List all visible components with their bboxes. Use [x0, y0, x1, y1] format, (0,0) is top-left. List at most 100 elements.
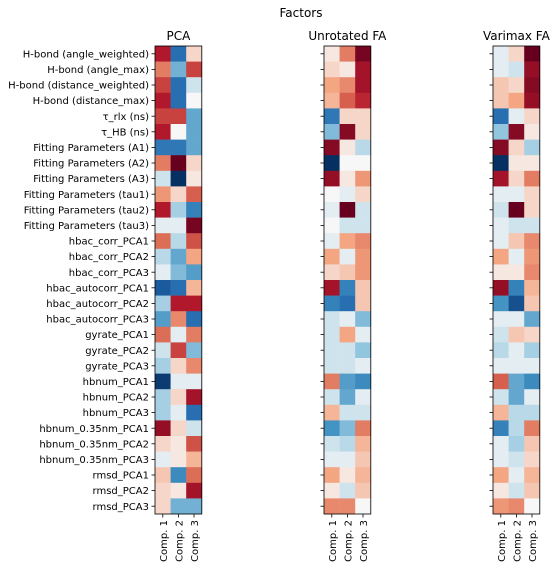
- heatmap-cell: [170, 326, 187, 343]
- heatmap-cell: [508, 124, 525, 140]
- heatmap-cell: [155, 342, 171, 359]
- heatmap-cell: [508, 248, 525, 265]
- heatmap-cell: [493, 326, 509, 343]
- y-tick-label: hbac_autocorr_PCA3: [46, 315, 149, 326]
- heatmap-cell: [324, 233, 340, 250]
- heatmap-cell: [170, 61, 187, 78]
- heatmap-cell: [493, 124, 509, 140]
- heatmap-cell: [493, 170, 509, 187]
- heatmap-cell: [508, 389, 525, 406]
- heatmap-cell: [508, 358, 525, 374]
- heatmap-cell: [508, 46, 525, 62]
- heatmap-cell: [324, 326, 340, 343]
- heatmap-cell: [493, 155, 509, 172]
- heatmap-cell: [355, 264, 372, 281]
- y-tick-label: Fitting Parameters (tau3): [24, 221, 149, 232]
- heatmap-cell: [524, 389, 541, 406]
- heatmap-cell: [493, 217, 509, 234]
- heatmap-cell: [493, 358, 509, 374]
- heatmap-cell: [155, 108, 171, 125]
- heatmap-cell: [339, 358, 356, 374]
- heatmap-cell: [324, 498, 340, 515]
- heatmap-cell: [508, 451, 525, 468]
- heatmap-cell: [524, 61, 541, 78]
- heatmap-cell: [524, 108, 541, 125]
- heatmap-cell: [339, 155, 356, 172]
- heatmap-cell: [524, 373, 541, 390]
- heatmap-cell: [186, 155, 203, 172]
- heatmap-panel-2: Unrotated FA Comp. 1 Comp. 2 Comp. 3: [308, 29, 387, 562]
- panels-layer: PCA Comp. 1 Comp. 2 Comp. 3 Unrotated FA Comp…: [151, 29, 551, 562]
- heatmap-panel-1: PCA Comp. 1 Comp. 2 Comp. 3: [151, 29, 203, 562]
- heatmap-cell: [355, 77, 372, 94]
- heatmap-cell: [155, 436, 171, 452]
- heatmap-cell: [339, 108, 356, 125]
- heatmap-cell: [339, 280, 356, 296]
- heatmap-cell: [355, 170, 372, 187]
- heatmap-cell: [324, 217, 340, 234]
- y-tick-label: hbnum_0.35nm_PCA1: [39, 424, 149, 435]
- heatmap-cell: [170, 280, 187, 296]
- heatmap-cell: [170, 248, 187, 265]
- heatmap-cell: [339, 420, 356, 437]
- heatmap-cell: [186, 280, 203, 296]
- heatmap-cell: [508, 170, 525, 187]
- heatmap-cell: [355, 155, 372, 172]
- heatmap-cell: [155, 124, 171, 140]
- heatmap-cell: [493, 233, 509, 250]
- heatmap-cell: [155, 155, 171, 172]
- heatmap-cell: [339, 342, 356, 359]
- heatmap-cell: [508, 139, 525, 156]
- heatmap-cell: [524, 77, 541, 94]
- heatmap-cell: [155, 326, 171, 343]
- heatmap-cell: [186, 436, 203, 452]
- heatmap-cell: [493, 451, 509, 468]
- heatmap-cell: [186, 404, 203, 421]
- heatmap-cell: [339, 467, 356, 484]
- heatmap-cell: [324, 373, 340, 390]
- heatmap-cell: [355, 389, 372, 406]
- y-tick-label: hbac_autocorr_PCA2: [46, 299, 149, 310]
- heatmap-cell: [339, 295, 356, 312]
- heatmap-cell: [508, 233, 525, 250]
- y-tick-label: hbnum_0.35nm_PCA3: [39, 455, 149, 466]
- heatmap-cell: [155, 46, 171, 62]
- heatmap-cell: [339, 92, 356, 109]
- heatmap-cell: [324, 482, 340, 499]
- heatmap-cell: [170, 108, 187, 125]
- heatmap-cell: [339, 498, 356, 515]
- heatmap-cell: [508, 436, 525, 452]
- heatmap-cell: [355, 326, 372, 343]
- y-tick-label: rmsd_PCA2: [93, 486, 149, 497]
- y-tick-label: H-bond (angle_max): [47, 65, 149, 76]
- heatmap-cell: [186, 342, 203, 359]
- y-tick-label: hbnum_PCA2: [83, 393, 149, 404]
- x-tick-label: Comp. 2: [174, 520, 185, 562]
- heatmap-cell: [324, 92, 340, 109]
- heatmap-cell: [524, 233, 541, 250]
- heatmap-cell: [493, 482, 509, 499]
- heatmap-cell: [170, 139, 187, 156]
- heatmap-cell: [186, 170, 203, 187]
- heatmap-cell: [355, 436, 372, 452]
- heatmap-cell: [339, 139, 356, 156]
- heatmap-cell: [508, 420, 525, 437]
- heatmap-cell: [170, 233, 187, 250]
- heatmap-cell: [324, 311, 340, 328]
- heatmap-cell: [355, 420, 372, 437]
- heatmap-cell: [355, 342, 372, 359]
- heatmap-cell: [524, 46, 541, 62]
- heatmap-cell: [186, 326, 203, 343]
- heatmap-cell: [339, 389, 356, 406]
- heatmap-cell: [508, 92, 525, 109]
- heatmap-cell: [155, 264, 171, 281]
- heatmap-cell: [186, 248, 203, 265]
- heatmap-cell: [324, 202, 340, 218]
- figure-title: Factors: [280, 6, 323, 20]
- x-tick-label: Comp. 2: [343, 520, 354, 562]
- heatmap-cell: [170, 295, 187, 312]
- heatmap-cell: [493, 311, 509, 328]
- heatmap-cell: [170, 124, 187, 140]
- heatmap-cell: [186, 46, 203, 62]
